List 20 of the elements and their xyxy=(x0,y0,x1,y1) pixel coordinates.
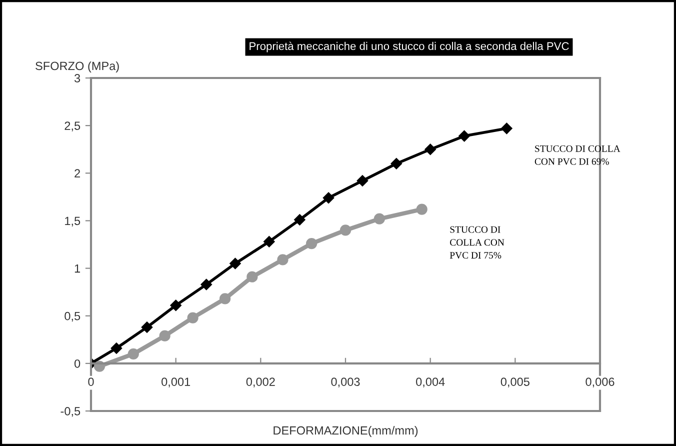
y-tick-label: 3 xyxy=(74,74,80,82)
y-tick-label: 0,5 xyxy=(64,312,80,322)
chart-title: Proprietà meccaniche di uno stucco di colla a seconda della PVC xyxy=(250,42,569,52)
x-tick-label: 0,001 xyxy=(162,378,190,388)
x-tick-label: 0,004 xyxy=(416,378,445,388)
y-axis-title: SFORZO (MPa) xyxy=(36,61,119,72)
y-tick-label: 2 xyxy=(74,169,80,178)
text: STUCCO DI COLLA CON PVC DI 75% xyxy=(450,226,504,259)
x-axis-title: DEFORMAZIONE(mm/mm) xyxy=(274,426,418,437)
x-tick-label: 0,005 xyxy=(500,378,530,388)
x-tick-label: 0,006 xyxy=(586,378,614,388)
x-tick-label: 0 xyxy=(88,378,94,386)
x-tick-label: 0,003 xyxy=(331,378,360,388)
y-tick-label: 2,5 xyxy=(64,122,80,132)
text: STUCCO DI COLLA CON PVC DI 69% xyxy=(534,145,620,165)
y-tick-label: 1,5 xyxy=(65,216,80,227)
y-tick-label: 0 xyxy=(74,359,80,368)
y-tick-label: 1 xyxy=(74,264,80,273)
y-tick-label: -0,5 xyxy=(60,407,80,417)
x-tick-label: 0,002 xyxy=(246,378,275,388)
